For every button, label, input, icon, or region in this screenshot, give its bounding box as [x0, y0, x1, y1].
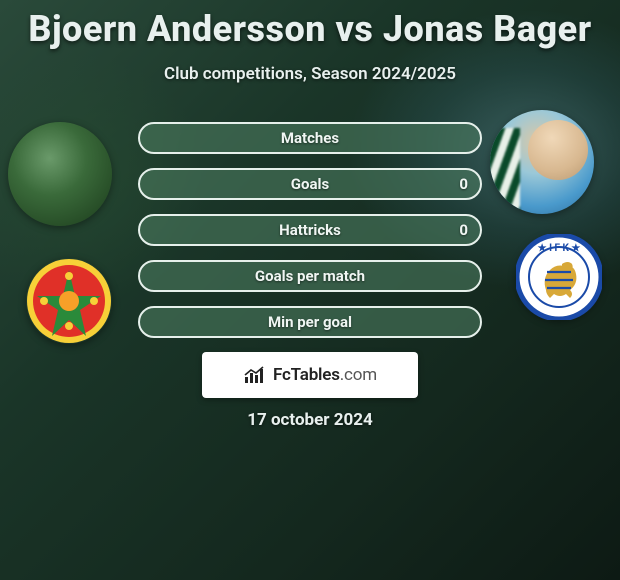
brand-badge: FcTables.com [202, 352, 418, 398]
stat-bar: Hattricks 0 [138, 214, 482, 246]
stat-bar: Goals per match [138, 260, 482, 292]
svg-text:★ I F K ★: ★ I F K ★ [538, 243, 581, 254]
stat-bar: Min per goal [138, 306, 482, 338]
stat-value-right: 0 [459, 175, 468, 193]
date-label: 17 october 2024 [0, 410, 620, 430]
stat-bar: Matches [138, 122, 482, 154]
club-left-crest [26, 258, 112, 344]
comparison-card: Bjoern Andersson vs Jonas Bager Club com… [0, 0, 620, 580]
club-right-crest-svg: ★ I F K ★ [516, 234, 602, 320]
club-right-crest: ★ I F K ★ [516, 234, 602, 320]
stat-label: Matches [281, 129, 339, 147]
brand-text: FcTables.com [273, 365, 377, 385]
stat-label: Goals [291, 175, 329, 193]
brand-chart-icon [243, 365, 267, 385]
stat-bars: Matches Goals 0 Hattricks 0 Goals per match Mi… [138, 122, 482, 338]
club-left-crest-svg [26, 258, 112, 344]
stat-bar: Goals 0 [138, 168, 482, 200]
brand-domain: .com [340, 365, 377, 385]
player-right-avatar [490, 110, 594, 214]
player-left-avatar [8, 122, 112, 226]
vs-separator: vs [336, 8, 374, 50]
brand-name: FcTables [273, 365, 340, 385]
stat-label: Min per goal [268, 313, 352, 331]
stat-label: Hattricks [279, 221, 341, 239]
subtitle: Club competitions, Season 2024/2025 [0, 64, 620, 84]
player-left-name: Bjoern Andersson [28, 8, 326, 50]
stat-value-right: 0 [459, 221, 468, 239]
player-right-name: Jonas Bager [383, 8, 592, 50]
stat-label: Goals per match [255, 267, 365, 285]
page-title: Bjoern Andersson vs Jonas Bager [0, 0, 620, 50]
